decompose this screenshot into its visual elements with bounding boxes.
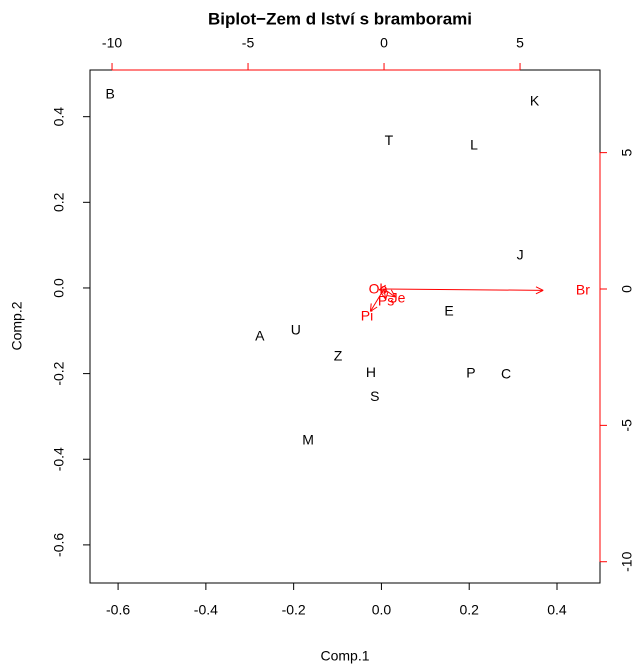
point-label: U [291, 321, 301, 337]
x-tick-label: -0.6 [106, 602, 130, 618]
loading-label: Pi [361, 308, 373, 324]
y-tick-label: -0.2 [51, 361, 67, 385]
point-label: H [366, 364, 376, 380]
y-axis-label: Comp.2 [9, 301, 25, 350]
y-tick-label: 0.4 [51, 107, 67, 127]
point-label: S [370, 388, 379, 404]
y-tick-label: -0.4 [51, 447, 67, 471]
loading-label: Ps [378, 293, 394, 309]
y-tick-label: 0.0 [51, 278, 67, 298]
point-label: C [501, 366, 511, 382]
y2-tick-label: 5 [619, 149, 635, 157]
point-label: A [255, 327, 265, 343]
point-label: E [444, 303, 453, 319]
point-label: K [530, 92, 540, 108]
arrow-head [370, 306, 378, 312]
point-label: T [385, 132, 394, 148]
y-tick-label: -0.6 [51, 533, 67, 557]
loading-arrow [384, 288, 544, 291]
point-label: J [517, 247, 524, 263]
point-label: L [470, 136, 478, 152]
chart-title: Biplot−Zem d lství s bramborami [208, 9, 472, 28]
x2-tick-label: -10 [102, 35, 122, 51]
arrow-head [535, 289, 544, 295]
x2-tick-label: 0 [380, 35, 388, 51]
loading-arrow [383, 288, 387, 300]
loading-label: Ob [369, 281, 388, 297]
x-tick-label: -0.2 [282, 602, 306, 618]
x-tick-label: -0.4 [194, 602, 218, 618]
arrow-head [535, 286, 544, 291]
arrow-head [380, 292, 387, 300]
y2-tick-label: -10 [619, 551, 635, 571]
y2-tick-label: 0 [619, 285, 635, 293]
arrow-head [369, 303, 372, 312]
point-label: P [466, 365, 475, 381]
loading-arrow [370, 288, 385, 312]
loading-label: Br [576, 281, 590, 297]
loading-label: Je [391, 290, 406, 306]
point-label: Z [334, 348, 343, 364]
y2-tick-label: -5 [619, 419, 635, 432]
y-tick-label: 0.2 [51, 192, 67, 212]
loading-arrow [383, 288, 396, 298]
x-tick-label: 0.0 [372, 602, 392, 618]
arrow-head [378, 289, 387, 293]
arrow-head [378, 284, 386, 291]
x-axis-label: Comp.1 [320, 648, 369, 664]
x2-tick-label: 5 [516, 35, 524, 51]
arrow-head [385, 291, 389, 300]
arrow-head [390, 289, 396, 298]
arrow-head [387, 295, 396, 298]
plot-box [89, 69, 601, 584]
point-label: B [106, 86, 115, 102]
x-tick-label: 0.2 [459, 602, 479, 618]
x-tick-label: 0.4 [547, 602, 567, 618]
x2-tick-label: -5 [242, 35, 255, 51]
point-label: M [302, 432, 314, 448]
